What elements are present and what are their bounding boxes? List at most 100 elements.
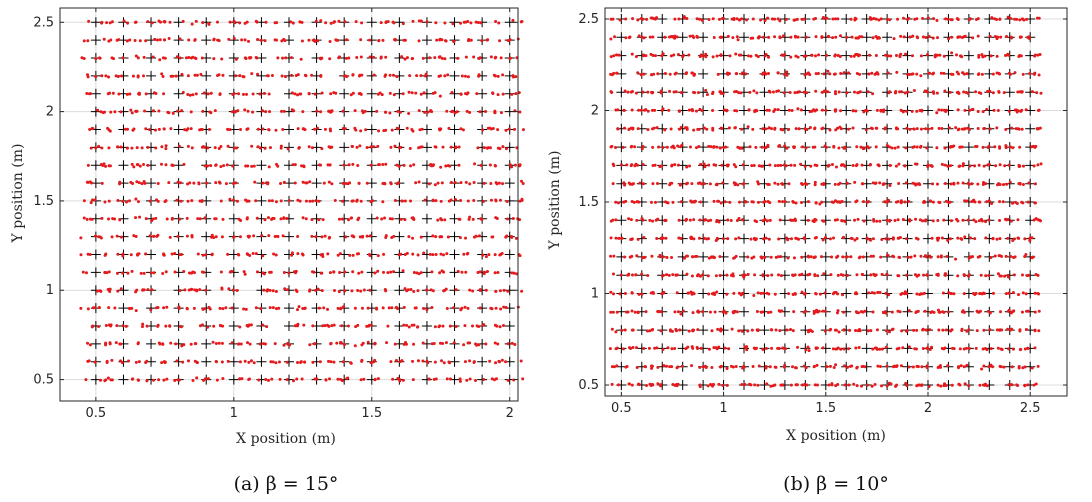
estimate-point: [84, 271, 88, 275]
estimate-point: [853, 90, 857, 94]
estimate-point: [855, 199, 859, 203]
estimate-point: [286, 147, 290, 151]
estimate-point: [104, 252, 108, 256]
estimate-point: [610, 90, 614, 94]
estimate-point: [998, 200, 1002, 204]
estimate-point: [732, 291, 736, 295]
estimate-point: [215, 20, 219, 24]
ground-truth-marker: [284, 374, 294, 385]
estimate-point: [770, 17, 774, 21]
estimate-point: [322, 181, 326, 185]
estimate-point: [485, 38, 489, 42]
estimate-point: [140, 182, 144, 186]
ground-truth-marker: [421, 231, 432, 242]
estimate-point: [869, 273, 873, 277]
estimate-point: [417, 146, 421, 150]
estimate-point: [778, 218, 782, 222]
estimate-point: [155, 38, 159, 42]
estimate-point: [615, 346, 619, 350]
estimate-point: [805, 128, 809, 132]
estimate-point: [295, 290, 299, 294]
estimate-point: [271, 289, 275, 293]
estimate-point: [878, 290, 882, 294]
estimate-point: [125, 92, 129, 96]
estimate-point: [191, 378, 195, 382]
estimate-point: [299, 57, 303, 61]
estimate-point: [940, 347, 944, 351]
estimate-point: [661, 347, 665, 351]
estimate-point: [454, 325, 458, 329]
estimate-point: [921, 219, 925, 223]
estimate-point: [232, 91, 236, 95]
estimate-point: [935, 53, 939, 57]
estimate-point: [88, 252, 92, 256]
estimate-point: [290, 91, 294, 95]
ground-truth-marker: [759, 343, 770, 354]
estimate-point: [403, 38, 407, 42]
estimate-point: [395, 75, 399, 79]
estimate-point: [431, 234, 435, 238]
estimate-point: [245, 199, 249, 203]
estimate-point: [978, 200, 982, 204]
estimate-point: [794, 219, 798, 223]
estimate-point: [1024, 108, 1028, 112]
estimate-point: [615, 71, 619, 75]
estimate-point: [720, 16, 724, 20]
estimate-point: [809, 255, 813, 259]
estimate-point: [820, 255, 824, 259]
estimate-point: [214, 235, 218, 239]
estimate-point: [124, 324, 128, 328]
estimate-point: [365, 181, 369, 185]
estimate-point: [121, 252, 125, 256]
estimate-point: [311, 324, 315, 328]
estimate-point: [954, 257, 958, 261]
estimate-point: [834, 17, 838, 21]
estimate-point: [637, 292, 641, 296]
estimate-point: [690, 182, 694, 186]
ground-truth-marker: [1025, 361, 1036, 372]
estimate-point: [741, 292, 745, 296]
estimate-point: [769, 328, 773, 332]
estimate-point: [498, 289, 502, 293]
estimate-point: [746, 272, 750, 276]
estimate-point: [822, 72, 826, 76]
estimate-point: [180, 72, 184, 76]
estimate-point: [494, 377, 498, 381]
y-tick-label: 2: [46, 105, 54, 120]
estimate-point: [817, 53, 821, 57]
estimate-point: [328, 163, 332, 167]
estimate-point: [705, 93, 709, 97]
estimate-point: [845, 273, 849, 277]
estimate-point: [411, 236, 415, 240]
estimate-point: [157, 127, 161, 131]
estimate-point: [636, 71, 640, 75]
estimate-point: [1014, 127, 1018, 131]
estimate-point: [783, 363, 787, 367]
estimate-point: [830, 163, 834, 167]
ground-truth-marker: [228, 53, 239, 64]
estimate-point: [842, 347, 846, 351]
estimate-point: [1020, 310, 1024, 314]
estimate-point: [960, 36, 964, 40]
estimate-point: [316, 39, 320, 43]
ground-truth-marker: [173, 53, 184, 64]
estimate-point: [741, 218, 745, 222]
estimate-point: [359, 289, 363, 293]
estimate-point: [728, 54, 732, 58]
ground-truth-marker: [339, 88, 350, 99]
estimate-point: [328, 57, 332, 61]
ground-truth-marker: [366, 17, 377, 28]
estimate-point: [206, 377, 210, 381]
estimate-point: [883, 310, 887, 314]
estimate-point: [185, 216, 189, 220]
estimate-point: [646, 274, 650, 278]
estimate-point: [116, 75, 120, 79]
estimate-point: [837, 330, 841, 334]
estimate-point: [356, 289, 360, 293]
estimate-point: [830, 200, 834, 204]
ground-truth-marker: [698, 325, 709, 336]
estimate-point: [110, 235, 114, 239]
estimate-point: [837, 146, 841, 150]
estimate-point: [876, 290, 880, 294]
estimate-point: [103, 200, 107, 204]
